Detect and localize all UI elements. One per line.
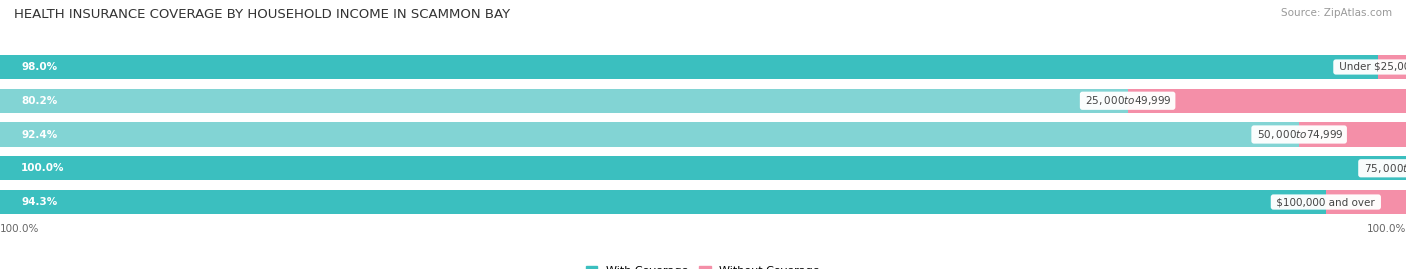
- Bar: [0, 89, 1128, 113]
- Bar: [0, 122, 1299, 147]
- Bar: [0, 190, 1326, 214]
- Text: $75,000 to $99,999: $75,000 to $99,999: [1361, 162, 1406, 175]
- Text: Source: ZipAtlas.com: Source: ZipAtlas.com: [1281, 8, 1392, 18]
- Bar: [1128, 89, 1406, 113]
- Text: $100,000 and over: $100,000 and over: [1274, 197, 1378, 207]
- Bar: [0, 55, 1378, 79]
- Bar: [0, 156, 1406, 180]
- Text: HEALTH INSURANCE COVERAGE BY HOUSEHOLD INCOME IN SCAMMON BAY: HEALTH INSURANCE COVERAGE BY HOUSEHOLD I…: [14, 8, 510, 21]
- Bar: [0, 122, 1406, 147]
- Text: 98.0%: 98.0%: [21, 62, 58, 72]
- Bar: [1326, 190, 1406, 214]
- Bar: [1299, 122, 1406, 147]
- Text: 80.2%: 80.2%: [21, 96, 58, 106]
- Text: 100.0%: 100.0%: [21, 163, 65, 173]
- Text: $25,000 to $49,999: $25,000 to $49,999: [1083, 94, 1173, 107]
- Text: 94.3%: 94.3%: [21, 197, 58, 207]
- Bar: [1378, 55, 1406, 79]
- Legend: With Coverage, Without Coverage: With Coverage, Without Coverage: [582, 261, 824, 269]
- Bar: [0, 156, 1406, 180]
- Bar: [0, 55, 1406, 79]
- Text: Under $25,000: Under $25,000: [1336, 62, 1406, 72]
- Text: 100.0%: 100.0%: [0, 224, 39, 234]
- Bar: [0, 190, 1406, 214]
- Text: 100.0%: 100.0%: [1367, 224, 1406, 234]
- Text: $50,000 to $74,999: $50,000 to $74,999: [1254, 128, 1344, 141]
- Text: 92.4%: 92.4%: [21, 129, 58, 140]
- Bar: [0, 89, 1406, 113]
